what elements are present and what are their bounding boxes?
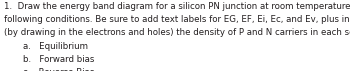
Text: a.   Equilibrium: a. Equilibrium	[23, 42, 88, 51]
Text: following conditions. Be sure to add text labels for EG, EF, Ei, Ec, and Ev, plu: following conditions. Be sure to add tex…	[4, 15, 350, 24]
Text: c.   Reverse Bias: c. Reverse Bias	[23, 68, 94, 71]
Text: 1.  Draw the energy band diagram for a silicon PN junction at room temperature u: 1. Draw the energy band diagram for a si…	[4, 2, 350, 11]
Text: b.   Forward bias: b. Forward bias	[23, 55, 94, 64]
Text: (by drawing in the electrons and holes) the density of P and N carriers in each : (by drawing in the electrons and holes) …	[4, 28, 350, 37]
